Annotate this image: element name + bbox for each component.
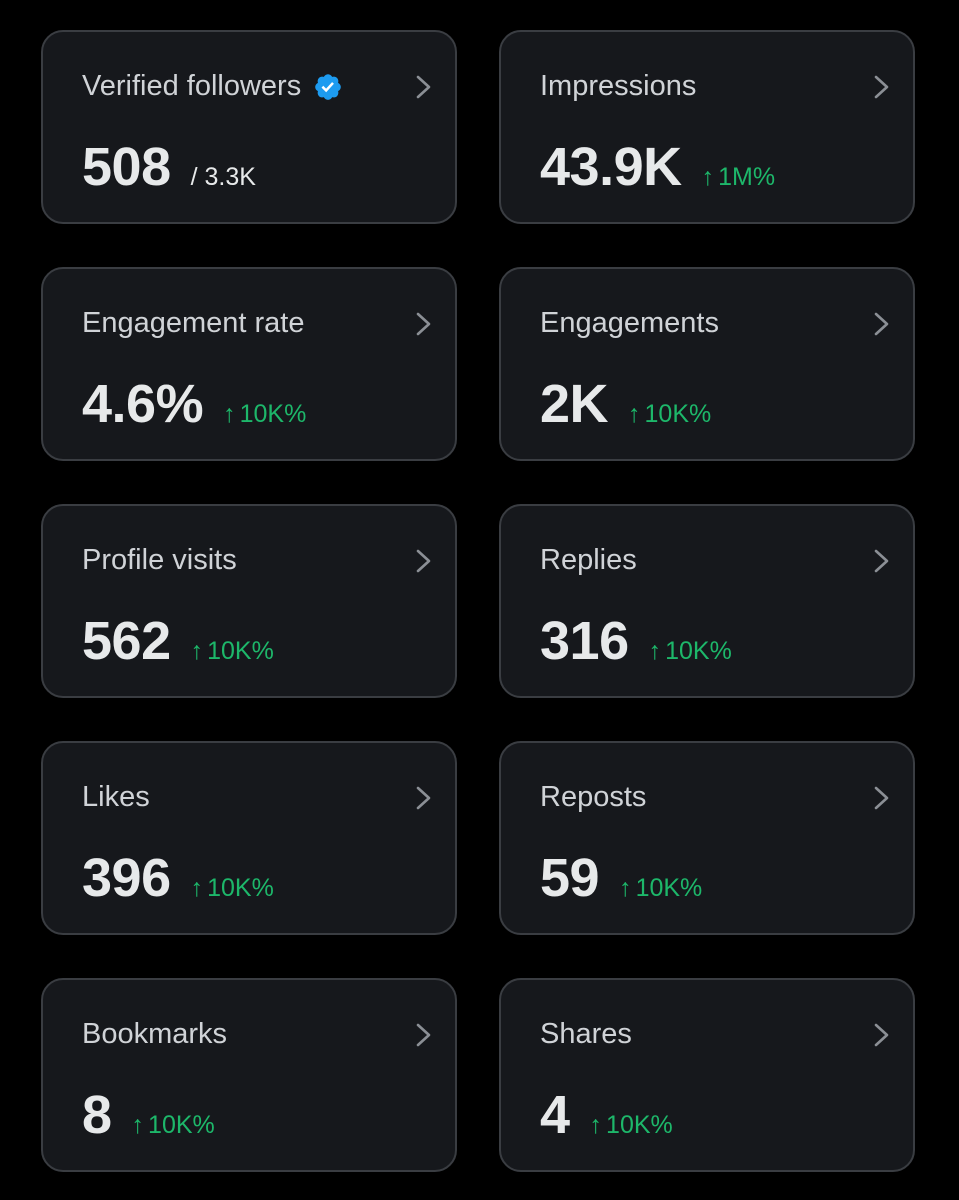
arrow-up-icon: ↑ [190, 874, 204, 902]
card-delta: ↑ 10K% [132, 1111, 215, 1140]
arrow-up-icon: ↑ [628, 400, 641, 428]
card-value: 396 [82, 848, 171, 908]
card-delta: ↑ 10K% [649, 637, 732, 666]
card-value: 59 [540, 848, 600, 908]
card-value: 2K [540, 374, 609, 434]
chevron-right-icon [416, 75, 431, 99]
card-value-row: 59 ↑ 10K% [540, 847, 702, 909]
card-delta-value: 10K% [239, 400, 307, 428]
card-title: Bookmarks [82, 1018, 228, 1050]
card-value: 508 [82, 137, 171, 197]
card-value: 43.9K [540, 137, 682, 197]
card-title: Likes [82, 781, 150, 813]
card-delta-value: 10K% [148, 1111, 215, 1139]
card-reposts[interactable]: Reposts 59 ↑ 10K% [499, 741, 915, 935]
card-total: / 3.3K [190, 163, 256, 191]
card-title: Replies [540, 544, 637, 576]
card-title: Impressions [540, 70, 697, 102]
card-value-row: 4.6% ↑ 10K% [82, 373, 306, 435]
card-value-row: 396 ↑ 10K% [82, 847, 274, 909]
chevron-right-icon [874, 549, 889, 573]
chevron-right-icon [416, 549, 431, 573]
chevron-right-icon [416, 786, 431, 810]
card-delta: ↑ 10K% [223, 400, 306, 429]
card-profile-visits[interactable]: Profile visits 562 ↑ 10K% [41, 504, 457, 698]
arrow-up-icon: ↑ [589, 1111, 603, 1139]
card-delta-value: 10K% [635, 874, 703, 902]
card-shares[interactable]: Shares 4 ↑ 10K% [499, 978, 915, 1172]
card-impressions[interactable]: Impressions 43.9K ↑ 1M% [499, 30, 915, 224]
card-likes[interactable]: Likes 396 ↑ 10K% [41, 741, 457, 935]
chevron-right-icon [874, 786, 889, 810]
arrow-up-icon: ↑ [701, 163, 715, 191]
card-verified-followers[interactable]: Verified followers 508 / 3.3K [41, 30, 457, 224]
card-delta-value: 10K% [665, 637, 732, 665]
card-delta-value: 10K% [606, 1111, 673, 1139]
chevron-right-icon [416, 1023, 431, 1047]
card-title: Shares [540, 1018, 632, 1050]
verified-badge-icon [315, 73, 342, 100]
arrow-up-icon: ↑ [223, 400, 236, 428]
card-delta-value: 1M% [718, 163, 776, 191]
arrow-up-icon: ↑ [648, 637, 662, 665]
card-replies[interactable]: Replies 316 ↑ 10K% [499, 504, 915, 698]
card-title: Reposts [540, 781, 647, 813]
card-value-row: 43.9K ↑ 1M% [540, 136, 775, 198]
card-value: 8 [82, 1085, 112, 1145]
chevron-right-icon [416, 312, 431, 336]
card-delta-value: 10K% [207, 874, 274, 902]
card-delta: ↑ 10K% [619, 874, 702, 903]
card-title-text: Verified followers [82, 70, 302, 102]
chevron-right-icon [874, 312, 889, 336]
card-value-row: 8 ↑ 10K% [82, 1084, 215, 1146]
card-engagement-rate[interactable]: Engagement rate 4.6% ↑ 10K% [41, 267, 457, 461]
card-value: 4 [540, 1085, 570, 1145]
chevron-right-icon [874, 1023, 889, 1047]
card-value-row: 562 ↑ 10K% [82, 610, 274, 672]
arrow-up-icon: ↑ [619, 874, 632, 902]
card-value-row: 508 / 3.3K [82, 136, 256, 198]
card-delta: ↑ 10K% [191, 637, 274, 666]
chevron-right-icon [874, 75, 889, 99]
card-bookmarks[interactable]: Bookmarks 8 ↑ 10K% [41, 978, 457, 1172]
card-delta-value: 10K% [644, 400, 712, 428]
card-value-row: 316 ↑ 10K% [540, 610, 732, 672]
card-value: 562 [82, 611, 171, 671]
card-value-row: 2K ↑ 10K% [540, 373, 711, 435]
card-delta: ↑ 10K% [590, 1111, 673, 1140]
card-title: Verified followers [82, 70, 343, 103]
card-engagements[interactable]: Engagements 2K ↑ 10K% [499, 267, 915, 461]
card-delta: ↑ 10K% [628, 400, 711, 429]
card-delta: ↑ 10K% [191, 874, 274, 903]
card-value: 316 [540, 611, 629, 671]
card-title: Engagement rate [82, 307, 305, 339]
card-delta-value: 10K% [207, 637, 274, 665]
arrow-up-icon: ↑ [190, 637, 204, 665]
card-value: 4.6% [82, 374, 204, 434]
card-title: Engagements [540, 307, 719, 339]
card-title: Profile visits [82, 544, 237, 576]
card-delta: ↑ 1M% [702, 163, 775, 192]
arrow-up-icon: ↑ [131, 1111, 145, 1139]
card-value-row: 4 ↑ 10K% [540, 1084, 673, 1146]
